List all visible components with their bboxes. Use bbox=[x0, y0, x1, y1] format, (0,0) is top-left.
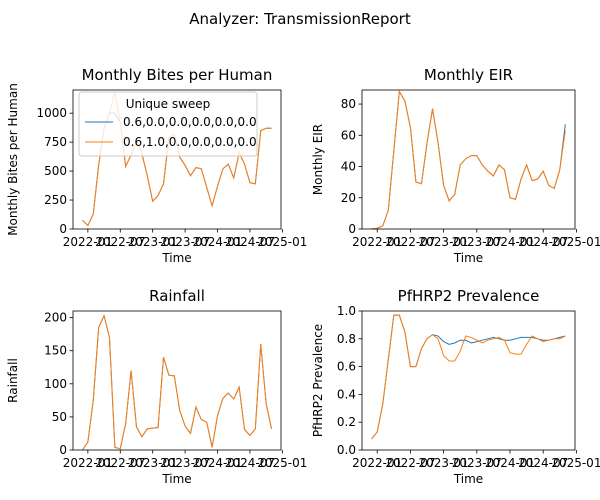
x-tick-label: 2022-01 bbox=[352, 456, 402, 470]
x-tick-label: 2023-01 bbox=[419, 235, 469, 249]
x-axis-label: Time bbox=[161, 251, 191, 265]
x-tick-label: 2023-01 bbox=[128, 235, 178, 249]
x-tick-label: 2025-01 bbox=[551, 456, 600, 470]
x-tick-label: 2023-01 bbox=[128, 456, 178, 470]
y-tick-label: 100 bbox=[44, 377, 67, 391]
subplot-title: PfHRP2 Prevalence bbox=[398, 287, 540, 305]
subplot-title: Rainfall bbox=[149, 287, 205, 305]
y-tick-label: 0 bbox=[59, 222, 67, 236]
subplot-1: Monthly Bites per Human 0 250 500 750 1000 202… bbox=[6, 66, 307, 265]
x-tick-label: 2023-07 bbox=[452, 235, 502, 249]
series-line-2 bbox=[371, 89, 566, 230]
y-tick-label: 0 bbox=[59, 443, 67, 457]
y-tick-label: 50 bbox=[52, 410, 67, 424]
subplot-title: Monthly EIR bbox=[424, 66, 513, 84]
x-axis-label: Time bbox=[453, 251, 483, 265]
y-tick-label: 1.0 bbox=[337, 304, 356, 318]
x-tick-label: 2022-07 bbox=[385, 456, 435, 470]
x-tick-label: 2022-07 bbox=[385, 235, 435, 249]
x-tick-label: 2023-07 bbox=[160, 456, 210, 470]
legend-entry-2: 0.6,1.0,0.0,0.0,0.0,0.0 bbox=[123, 135, 257, 149]
series-line-2 bbox=[82, 314, 273, 451]
y-tick-label: 1000 bbox=[36, 106, 67, 120]
y-tick-label: 0.6 bbox=[337, 360, 356, 374]
legend: Unique sweep 0.6,0.0,0.0,0.0,0.0,0.0 0.6,1… bbox=[78, 91, 258, 157]
subplot-title: Monthly Bites per Human bbox=[82, 66, 273, 84]
y-tick-label: 0.8 bbox=[337, 332, 356, 346]
x-tick-label: 2024-07 bbox=[518, 235, 568, 249]
legend-entry-1: 0.6,0.0,0.0,0.0,0.0,0.0 bbox=[123, 115, 257, 129]
x-tick-label: 2024-01 bbox=[192, 235, 242, 249]
x-tick-label: 2022-01 bbox=[352, 235, 402, 249]
series-line-1 bbox=[82, 314, 273, 451]
x-tick-label: 2025-01 bbox=[257, 456, 307, 470]
y-axis-label: Monthly Bites per Human bbox=[6, 83, 20, 236]
x-tick-label: 2024-01 bbox=[192, 456, 242, 470]
y-tick-label: 500 bbox=[44, 164, 67, 178]
y-tick-label: 150 bbox=[44, 344, 67, 358]
plot-frame bbox=[361, 310, 576, 451]
x-tick-label: 2024-01 bbox=[485, 456, 535, 470]
y-axis-label: Monthly EIR bbox=[311, 124, 325, 195]
subplot-4: PfHRP2 Prevalence 0.0 0.2 0.4 0.6 0.8 1.0 2022-… bbox=[311, 287, 600, 486]
y-tick-label: 40 bbox=[341, 160, 356, 174]
x-tick-label: 2024-07 bbox=[518, 456, 568, 470]
y-tick-label: 20 bbox=[341, 191, 356, 205]
y-tick-label: 0.4 bbox=[337, 387, 356, 401]
y-tick-label: 0.2 bbox=[337, 415, 356, 429]
y-tick-label: 750 bbox=[44, 135, 67, 149]
x-tick-label: 2024-01 bbox=[485, 235, 535, 249]
plot-frame bbox=[72, 310, 282, 451]
x-tick-label: 2023-07 bbox=[452, 456, 502, 470]
y-tick-label: 0 bbox=[348, 222, 356, 236]
x-tick-label: 2022-01 bbox=[63, 235, 113, 249]
x-tick-label: 2022-07 bbox=[95, 235, 145, 249]
y-axis-label: PfHRP2 Prevalence bbox=[311, 324, 325, 437]
y-tick-label: 250 bbox=[44, 193, 67, 207]
x-tick-label: 2025-01 bbox=[257, 235, 307, 249]
figure-title: Analyzer: TransmissionReport bbox=[189, 10, 411, 28]
subplot-3: Rainfall0501001502002022-012022-072023-0… bbox=[6, 287, 307, 486]
x-tick-label: 2022-07 bbox=[95, 456, 145, 470]
series-line-1 bbox=[371, 89, 566, 230]
y-tick-label: 0.0 bbox=[337, 443, 356, 457]
x-tick-label: 2024-07 bbox=[225, 235, 275, 249]
series-line-2 bbox=[371, 314, 566, 440]
legend-box bbox=[78, 91, 258, 157]
subplots: Monthly Bites per Human02505007501000202… bbox=[6, 66, 600, 486]
x-tick-label: 2024-07 bbox=[225, 456, 275, 470]
y-tick-label: 60 bbox=[341, 128, 356, 142]
legend-title: Unique sweep bbox=[126, 97, 211, 111]
plot-frame bbox=[361, 89, 576, 230]
plot-frame bbox=[72, 89, 282, 230]
y-tick-label: 80 bbox=[341, 97, 356, 111]
series-line-1 bbox=[371, 314, 566, 440]
x-axis-label: Time bbox=[161, 472, 191, 486]
x-tick-label: 2022-01 bbox=[63, 456, 113, 470]
x-tick-label: 2023-01 bbox=[419, 456, 469, 470]
x-tick-label: 2025-01 bbox=[551, 235, 600, 249]
x-axis-label: Time bbox=[453, 472, 483, 486]
x-tick-label: 2023-07 bbox=[160, 235, 210, 249]
y-tick-label: 200 bbox=[44, 311, 67, 325]
y-axis-label: Rainfall bbox=[6, 358, 20, 403]
subplot-2: Monthly EIR0204060802022-012022-072023-0… bbox=[311, 66, 600, 265]
